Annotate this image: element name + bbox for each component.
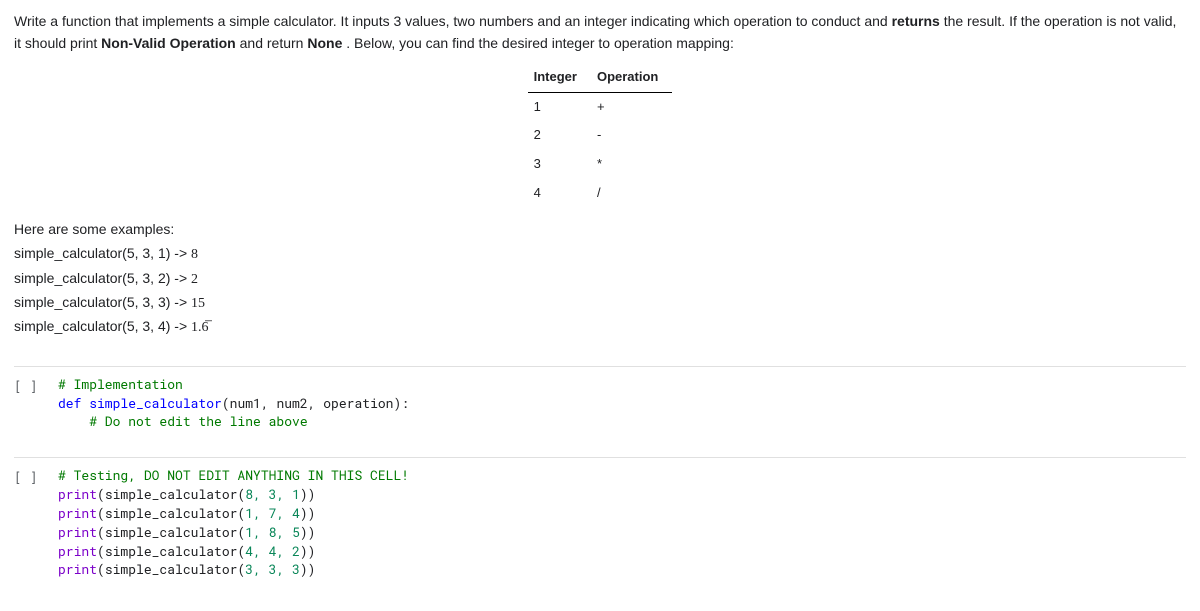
func-call: simple_calculator: [105, 504, 238, 522]
func-call: simple_calculator: [105, 485, 238, 503]
prose-seg3: and return: [240, 35, 308, 51]
example-call: simple_calculator(5, 3, 1) ->: [14, 245, 191, 261]
prose-bold-none: None: [307, 35, 342, 51]
example-call: simple_calculator(5, 3, 2) ->: [14, 270, 191, 286]
paren: )): [300, 560, 316, 578]
func-call: simple_calculator: [105, 542, 238, 560]
table-row: 2-: [528, 121, 673, 150]
func-params: (num1, num2, operation):: [222, 394, 409, 412]
paren: )): [300, 485, 316, 503]
example-row: simple_calculator(5, 3, 1) -> 8: [14, 242, 1186, 266]
args: 3, 3, 3: [245, 560, 300, 578]
paren: )): [300, 504, 316, 522]
example-call: simple_calculator(5, 3, 3) ->: [14, 294, 191, 310]
table-cell: *: [591, 150, 672, 179]
builtin-print: print: [58, 504, 97, 522]
code-cell-testing[interactable]: [ ] # Testing, DO NOT EDIT ANYTHING IN T…: [14, 457, 1186, 579]
comment: # Implementation: [58, 375, 183, 393]
paren: (: [97, 560, 105, 578]
th-operation: Operation: [591, 63, 672, 92]
operation-table-wrap: Integer Operation 1+2-3*4/: [14, 63, 1186, 208]
th-integer: Integer: [528, 63, 591, 92]
code-area[interactable]: # Testing, DO NOT EDIT ANYTHING IN THIS …: [58, 466, 409, 579]
args: 8, 3, 1: [245, 485, 300, 503]
examples-header: Here are some examples:: [14, 218, 1186, 240]
args: 1, 8, 5: [245, 523, 300, 541]
table-row: 1+: [528, 92, 673, 121]
table-cell: /: [591, 179, 672, 208]
builtin-print: print: [58, 485, 97, 503]
comment: # Do not edit the line above: [58, 412, 308, 430]
example-result: 1.6̅: [191, 320, 209, 335]
cell-prompt: [ ]: [14, 466, 58, 488]
example-row: simple_calculator(5, 3, 2) -> 2: [14, 267, 1186, 291]
example-row: simple_calculator(5, 3, 3) -> 15: [14, 291, 1186, 315]
table-cell: 2: [528, 121, 591, 150]
example-call: simple_calculator(5, 3, 4) ->: [14, 318, 191, 334]
builtin-print: print: [58, 542, 97, 560]
prose-bold-nvo: Non-Valid Operation: [101, 35, 236, 51]
table-row: 4/: [528, 179, 673, 208]
paren: )): [300, 542, 316, 560]
paren: (: [97, 542, 105, 560]
func-name: simple_calculator: [81, 394, 221, 412]
paren: (: [97, 485, 105, 503]
prose-seg4: . Below, you can find the desired intege…: [346, 35, 734, 51]
prose-bold-returns: returns: [892, 13, 940, 29]
keyword-def: def: [58, 394, 81, 412]
comment: # Testing, DO NOT EDIT ANYTHING IN THIS …: [58, 466, 409, 484]
table-cell: -: [591, 121, 672, 150]
builtin-print: print: [58, 523, 97, 541]
args: 4, 4, 2: [245, 542, 300, 560]
table-cell: +: [591, 92, 672, 121]
builtin-print: print: [58, 560, 97, 578]
example-result: 2: [191, 272, 198, 287]
table-cell: 4: [528, 179, 591, 208]
example-row: simple_calculator(5, 3, 4) -> 1.6̅: [14, 315, 1186, 339]
paren: (: [97, 523, 105, 541]
args: 1, 7, 4: [245, 504, 300, 522]
func-call: simple_calculator: [105, 560, 238, 578]
examples-block: Here are some examples: simple_calculato…: [14, 218, 1186, 340]
func-call: simple_calculator: [105, 523, 238, 541]
table-cell: 1: [528, 92, 591, 121]
operation-table: Integer Operation 1+2-3*4/: [528, 63, 673, 208]
prose-seg1: Write a function that implements a simpl…: [14, 13, 892, 29]
example-result: 15: [191, 296, 205, 311]
table-row: 3*: [528, 150, 673, 179]
cell-prompt: [ ]: [14, 375, 58, 397]
example-result: 8: [191, 247, 198, 262]
paren: (: [97, 504, 105, 522]
table-cell: 3: [528, 150, 591, 179]
problem-description: Write a function that implements a simpl…: [14, 10, 1186, 55]
code-area[interactable]: # Implementation def simple_calculator(n…: [58, 375, 409, 432]
paren: )): [300, 523, 316, 541]
code-cell-implementation[interactable]: [ ] # Implementation def simple_calculat…: [14, 366, 1186, 432]
